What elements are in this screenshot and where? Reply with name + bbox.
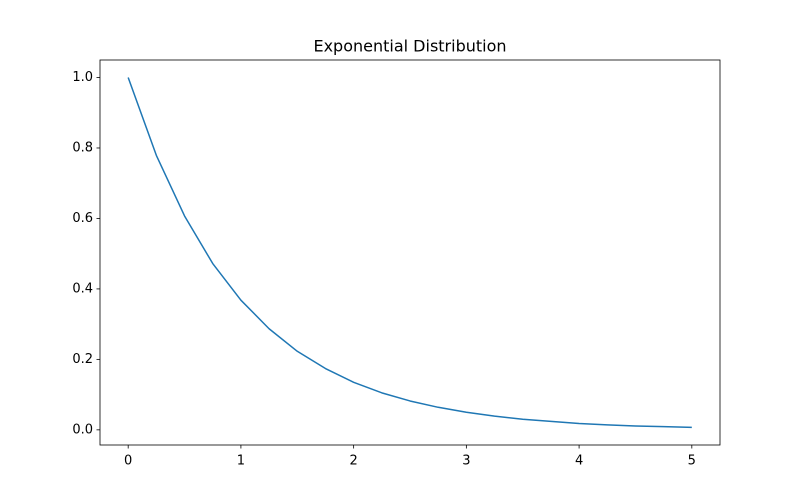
x-tick-label: 0 xyxy=(124,454,132,469)
y-tick-label: 0.6 xyxy=(72,211,93,226)
y-tick-label: 0.2 xyxy=(72,352,93,367)
x-tick-label: 3 xyxy=(462,454,470,469)
chart-title: Exponential Distribution xyxy=(313,37,506,56)
y-tick-label: 0.0 xyxy=(72,422,93,437)
x-tick-label: 4 xyxy=(575,454,583,469)
y-tick-label: 0.8 xyxy=(72,140,93,155)
plot-frame xyxy=(99,59,721,446)
y-tick-label: 0.4 xyxy=(72,281,93,296)
x-tick-label: 1 xyxy=(237,454,245,469)
line xyxy=(127,77,692,429)
x-tick-label: 2 xyxy=(349,454,357,469)
y-tick-label: 1.0 xyxy=(72,70,93,85)
x-tick-label: 5 xyxy=(688,454,696,469)
